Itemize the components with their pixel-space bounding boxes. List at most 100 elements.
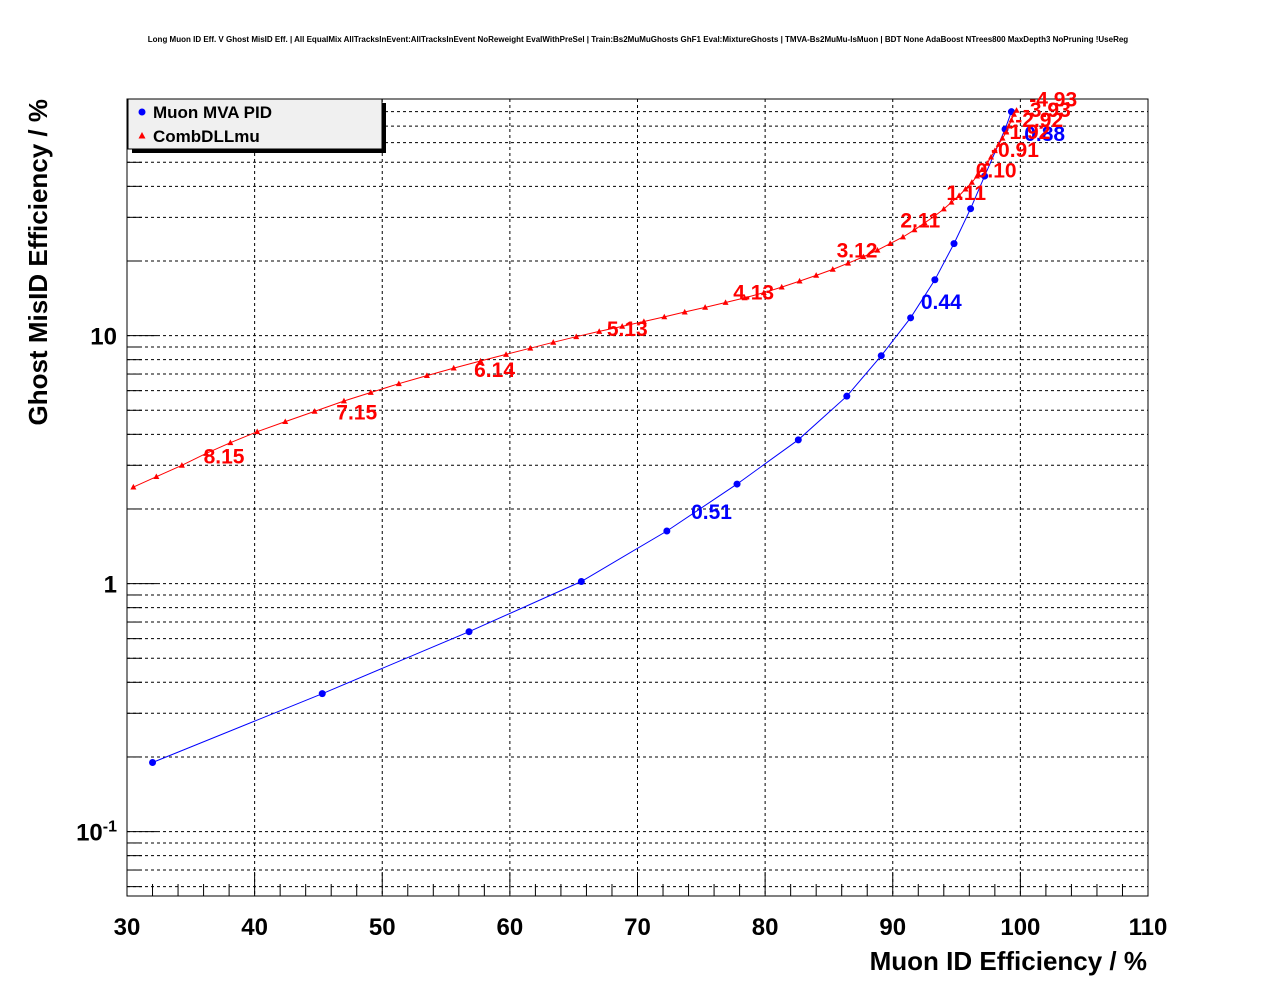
data-point-combdllmu bbox=[988, 153, 995, 160]
y-axis-title: Ghost MisID Efficiency / % bbox=[23, 99, 53, 426]
data-point-combdllmu bbox=[681, 308, 688, 315]
cut-label-combdllmu: 6.14 bbox=[474, 359, 515, 382]
cut-label-combdllmu: 2.11 bbox=[900, 209, 940, 232]
data-point-muon-mva bbox=[149, 758, 157, 766]
data-point-combdllmu bbox=[911, 226, 918, 233]
data-point-combdllmu bbox=[973, 172, 980, 179]
y-tick-label: 1 bbox=[104, 572, 117, 599]
x-tick-label: 30 bbox=[114, 914, 141, 941]
data-point-combdllmu bbox=[722, 299, 729, 305]
legend-marker-combdllmu bbox=[138, 132, 146, 139]
data-point-combdllmu bbox=[829, 266, 836, 272]
cut-label-muon-mva: 0.51 bbox=[691, 501, 732, 524]
data-point-combdllmu bbox=[1013, 107, 1020, 113]
cut-label-combdllmu: 8.15 bbox=[204, 446, 245, 469]
data-point-muon-mva bbox=[981, 172, 989, 180]
data-point-muon-mva bbox=[733, 480, 741, 488]
data-point-combdllmu bbox=[948, 199, 955, 205]
data-point-combdllmu bbox=[619, 323, 626, 329]
cut-label-combdllmu: -0.91 bbox=[991, 139, 1039, 162]
data-point-combdllmu bbox=[340, 397, 347, 404]
data-point-combdllmu bbox=[1008, 116, 1015, 123]
cut-label-muon-mva: 0.44 bbox=[921, 291, 962, 314]
series-line-combdllmu bbox=[133, 110, 1017, 488]
chart-title: Long Muon ID Eff. V Ghost MisID Eff. | A… bbox=[148, 35, 1129, 44]
data-point-combdllmu bbox=[778, 283, 785, 290]
data-point-combdllmu bbox=[527, 344, 534, 351]
data-point-combdllmu bbox=[423, 372, 430, 379]
data-point-combdllmu bbox=[178, 462, 185, 468]
data-point-combdllmu bbox=[999, 135, 1006, 141]
data-point-muon-mva bbox=[931, 276, 939, 284]
data-point-combdllmu bbox=[596, 328, 603, 334]
data-point-combdllmu bbox=[503, 351, 510, 357]
legend: Muon MVA PID CombDLLmu bbox=[127, 98, 386, 153]
data-point-combdllmu bbox=[640, 318, 647, 324]
data-point-combdllmu bbox=[450, 364, 457, 371]
data-point-combdllmu bbox=[1003, 128, 1010, 135]
x-tick-label: 40 bbox=[241, 914, 268, 941]
data-point-combdllmu bbox=[874, 247, 881, 253]
cut-label-muon-mva: 0.88 bbox=[1024, 123, 1065, 146]
data-point-muon-mva bbox=[950, 240, 958, 248]
data-point-combdllmu bbox=[991, 147, 998, 154]
data-point-combdllmu bbox=[1010, 111, 1017, 117]
cut-label-combdllmu: 1.11 bbox=[946, 182, 986, 205]
legend-label-muon-mva: Muon MVA PID bbox=[153, 103, 272, 122]
data-point-combdllmu bbox=[254, 428, 261, 435]
data-point-combdllmu bbox=[367, 389, 374, 395]
data-point-combdllmu bbox=[931, 212, 938, 219]
data-point-combdllmu bbox=[887, 240, 894, 247]
data-point-combdllmu bbox=[550, 339, 557, 345]
data-point-combdllmu bbox=[760, 289, 767, 296]
data-point-combdllmu bbox=[968, 179, 975, 185]
series-line-muon-mva bbox=[152, 111, 1012, 763]
legend-box bbox=[127, 98, 383, 150]
data-point-muon-mva bbox=[318, 690, 326, 698]
data-point-combdllmu bbox=[702, 304, 709, 310]
data-point-muon-mva bbox=[843, 392, 851, 400]
data-point-combdllmu bbox=[860, 253, 867, 260]
x-tick-labels: 30 40 50 60 70 80 90 100 110 bbox=[114, 914, 1168, 941]
legend-marker-muon-mva bbox=[138, 108, 146, 116]
data-point-combdllmu bbox=[962, 185, 969, 192]
x-tick-label: 110 bbox=[1129, 914, 1168, 941]
y-tick-label: 10 bbox=[90, 324, 117, 351]
cut-label-combdllmu: 3.12 bbox=[837, 239, 878, 262]
data-point-muon-mva bbox=[907, 314, 915, 322]
x-tick-label: 50 bbox=[369, 914, 396, 941]
data-point-combdllmu bbox=[921, 219, 928, 226]
data-point-combdllmu bbox=[477, 357, 484, 364]
data-point-combdllmu bbox=[995, 141, 1002, 147]
data-point-combdllmu bbox=[203, 450, 210, 456]
data-point-combdllmu bbox=[227, 439, 234, 446]
data-point-combdllmu bbox=[395, 380, 402, 387]
data-point-combdllmu bbox=[311, 408, 318, 414]
cut-label-combdllmu: -1.92 bbox=[1003, 121, 1051, 144]
y-tick-labels: 10-1 1 10 bbox=[76, 324, 117, 847]
data-point-muon-mva bbox=[465, 628, 473, 636]
data-point-muon-mva bbox=[794, 436, 802, 444]
cut-label-combdllmu: -4.93 bbox=[1029, 88, 1077, 111]
cut-label-combdllmu: 5.13 bbox=[607, 318, 648, 341]
x-tick-label: 60 bbox=[497, 914, 524, 941]
x-tick-label: 90 bbox=[879, 914, 906, 941]
data-point-combdllmu bbox=[282, 418, 289, 425]
data-point-combdllmu bbox=[979, 166, 986, 173]
data-point-combdllmu bbox=[956, 192, 963, 199]
cut-label-combdllmu: 0.10 bbox=[976, 159, 1017, 182]
data-point-combdllmu bbox=[940, 205, 947, 212]
x-tick-label: 70 bbox=[624, 914, 651, 941]
data-point-combdllmu bbox=[153, 473, 160, 480]
data-point-combdllmu bbox=[130, 483, 137, 490]
y-tick-label: 10-1 bbox=[76, 819, 117, 847]
data-point-combdllmu bbox=[845, 259, 852, 266]
data-point-combdllmu bbox=[661, 313, 668, 320]
data-point-combdllmu bbox=[899, 233, 906, 240]
data-point-muon-mva bbox=[577, 577, 585, 585]
data-point-combdllmu bbox=[573, 333, 580, 340]
data-point-combdllmu bbox=[813, 272, 820, 278]
data-point-combdllmu bbox=[984, 160, 991, 166]
cut-label-combdllmu: -2.92 bbox=[1015, 109, 1063, 132]
